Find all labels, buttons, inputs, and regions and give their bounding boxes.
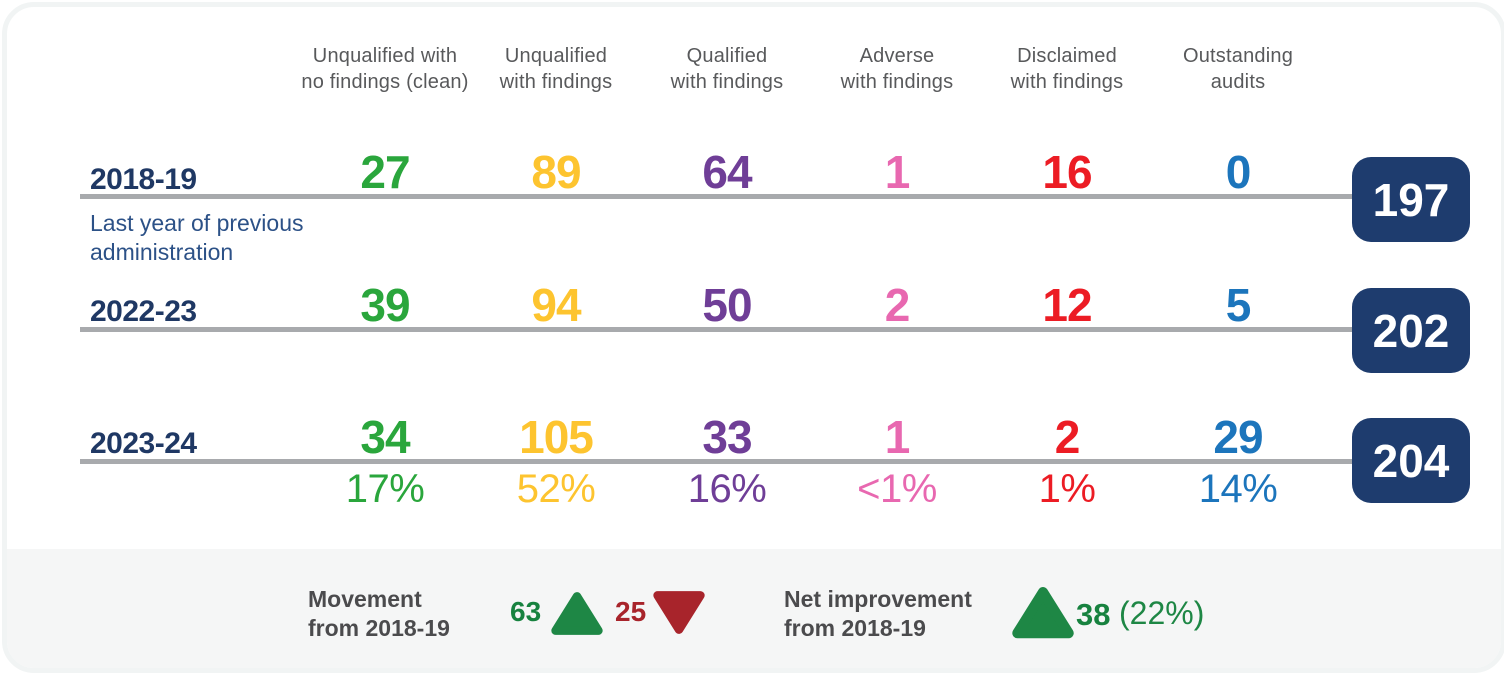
header-line: with findings [670, 71, 784, 93]
value-2018-19-clean: 27 [360, 146, 410, 198]
value-2023-24-disclaimed: 2 [1054, 411, 1081, 463]
value-2022-23-adverse: 2 [884, 279, 911, 331]
column-header-unqualified-clean: Unqualified with no findings (clean) [270, 43, 500, 95]
improved-count: 63 [510, 596, 542, 627]
header-line: Disclaimed [1017, 45, 1117, 67]
header-line: with findings [499, 71, 613, 93]
column-header-disclaimed: Disclaimed with findings [952, 43, 1182, 95]
regressed-count: 25 [615, 596, 647, 627]
value-2022-23-outstanding: 5 [1225, 279, 1252, 331]
row-line-2022-23 [80, 327, 1354, 332]
header-line: Qualified [686, 45, 768, 67]
value-2022-23-qualified: 50 [702, 279, 752, 331]
note-line: Last year of previous [90, 210, 304, 236]
net-up-triangle-icon [1011, 584, 1075, 645]
header-line: no findings (clean) [301, 71, 469, 93]
row-line-2023-24 [80, 459, 1354, 464]
value-2018-19-adverse: 1 [884, 146, 911, 198]
net-improvement-label: Net improvement from 2018-19 [784, 585, 972, 643]
value-2018-19-outstanding: 0 [1225, 146, 1252, 198]
total-badge-2022-23: 202 [1352, 288, 1470, 373]
net-improvement-value: 38 [1076, 597, 1111, 632]
note-line: administration [90, 239, 234, 265]
column-header-adverse: Adverse with findings [782, 43, 1012, 95]
value-2023-24-qualified: 33 [702, 411, 752, 463]
year-label-2018-19: 2018-19 [90, 163, 197, 196]
percent-2023-24-clean: 17% [345, 467, 425, 511]
year-label-2022-23: 2022-23 [90, 295, 197, 328]
percent-2023-24-disclaimed: 1% [1038, 467, 1096, 511]
value-2022-23-unqualified: 94 [531, 279, 581, 331]
net-improvement-label-line: Net improvement [784, 586, 972, 612]
value-2018-19-unqualified: 89 [531, 146, 581, 198]
header-line: with findings [1010, 71, 1124, 93]
net-improvement-label-line: from 2018-19 [784, 615, 926, 641]
movement-label: Movement from 2018-19 [308, 585, 450, 643]
percent-2023-24-outstanding: 14% [1198, 467, 1278, 511]
column-header-qualified: Qualified with findings [612, 43, 842, 95]
column-header-outstanding: Outstanding audits [1123, 43, 1353, 95]
header-line: Adverse [859, 45, 935, 67]
percent-2023-24-adverse: <1% [857, 467, 937, 511]
value-2018-19-qualified: 64 [702, 146, 752, 198]
down-triangle-icon [651, 590, 707, 641]
value-2023-24-unqualified: 105 [519, 411, 594, 463]
value-2022-23-clean: 39 [360, 279, 410, 331]
percent-2023-24-unqualified: 52% [516, 467, 596, 511]
column-header-unqualified-findings: Unqualified with findings [441, 43, 671, 95]
header-line: with findings [840, 71, 954, 93]
value-2018-19-disclaimed: 16 [1042, 146, 1092, 198]
movement-label-line: from 2018-19 [308, 615, 450, 641]
value-2023-24-adverse: 1 [884, 411, 911, 463]
total-badge-2018-19: 197 [1352, 157, 1470, 242]
net-improvement-percent: (22%) [1119, 595, 1205, 631]
header-line: audits [1210, 71, 1266, 93]
value-2022-23-disclaimed: 12 [1042, 279, 1092, 331]
up-triangle-icon [549, 590, 605, 641]
header-line: Outstanding [1182, 45, 1294, 67]
header-line: Unqualified [504, 45, 608, 67]
year-note-2018-19: Last year of previous administration [90, 209, 304, 267]
total-badge-2023-24: 204 [1352, 418, 1470, 503]
header-line: Unqualified with [312, 45, 458, 67]
row-line-2018-19 [80, 194, 1354, 199]
value-2023-24-clean: 34 [360, 411, 410, 463]
year-label-2023-24: 2023-24 [90, 427, 197, 460]
footer-band [7, 549, 1501, 668]
percent-2023-24-qualified: 16% [687, 467, 767, 511]
value-2023-24-outstanding: 29 [1213, 411, 1263, 463]
movement-label-line: Movement [308, 586, 422, 612]
